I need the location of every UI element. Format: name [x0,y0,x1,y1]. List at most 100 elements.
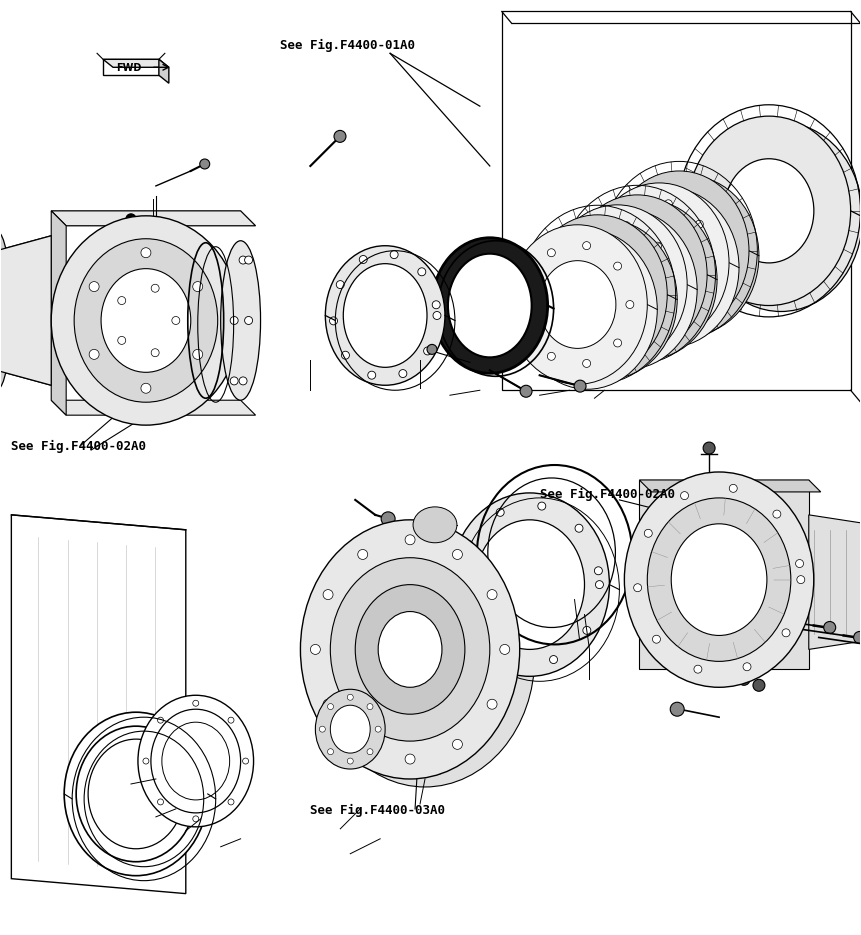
Circle shape [644,529,653,538]
Circle shape [452,740,462,749]
Circle shape [193,350,202,359]
Circle shape [520,385,532,397]
Circle shape [606,238,614,246]
Circle shape [239,377,247,385]
Circle shape [245,316,252,324]
Ellipse shape [590,183,729,342]
Circle shape [456,587,464,596]
Ellipse shape [315,689,385,769]
Ellipse shape [624,472,814,687]
Circle shape [243,758,249,764]
Circle shape [696,221,703,228]
Circle shape [606,280,614,287]
Text: See Fig.F4400-03A0: See Fig.F4400-03A0 [310,804,445,817]
Circle shape [452,550,462,559]
Circle shape [753,680,765,691]
Circle shape [465,540,474,549]
Circle shape [375,726,381,732]
Circle shape [596,581,604,589]
Circle shape [680,492,689,499]
Circle shape [623,222,630,230]
Circle shape [347,695,353,700]
Circle shape [330,317,338,324]
Ellipse shape [724,159,814,263]
Ellipse shape [331,557,490,741]
Circle shape [796,559,803,568]
Ellipse shape [528,215,667,374]
Ellipse shape [331,705,370,753]
Ellipse shape [220,240,261,400]
Circle shape [418,267,426,276]
Circle shape [575,525,583,532]
Circle shape [342,352,350,359]
Circle shape [773,511,781,518]
Circle shape [524,321,532,329]
Circle shape [126,214,136,223]
Circle shape [347,758,353,764]
Circle shape [152,349,159,356]
Circle shape [323,590,333,599]
Ellipse shape [0,231,11,390]
Circle shape [738,673,750,685]
Ellipse shape [517,230,657,389]
Circle shape [499,644,510,654]
Circle shape [666,280,673,289]
Circle shape [472,632,480,640]
Circle shape [357,740,368,749]
Text: See Fig.F4400-01A0: See Fig.F4400-01A0 [281,39,416,52]
Circle shape [359,255,368,264]
Circle shape [594,567,603,575]
Ellipse shape [537,220,678,380]
Circle shape [367,704,373,710]
Ellipse shape [559,251,635,338]
Ellipse shape [378,611,442,687]
Circle shape [143,758,149,764]
Polygon shape [159,59,169,83]
Circle shape [487,699,497,710]
Ellipse shape [672,524,767,636]
Circle shape [228,798,234,805]
Circle shape [152,284,159,293]
Ellipse shape [356,584,465,714]
Circle shape [729,484,737,493]
Polygon shape [103,59,169,67]
Ellipse shape [413,507,457,542]
Circle shape [548,249,555,257]
Circle shape [381,511,395,525]
Ellipse shape [599,188,739,348]
Circle shape [405,535,415,545]
Circle shape [524,280,532,288]
Circle shape [239,256,247,264]
Ellipse shape [300,520,520,779]
Ellipse shape [65,712,208,876]
Ellipse shape [699,122,861,311]
Circle shape [230,377,238,385]
Circle shape [405,754,415,764]
Ellipse shape [558,209,697,369]
Circle shape [694,665,702,673]
Ellipse shape [687,116,851,306]
Circle shape [200,159,210,169]
Circle shape [310,644,320,654]
Circle shape [193,816,199,822]
Polygon shape [640,480,821,492]
Circle shape [487,590,497,599]
Text: See Fig.F4400-02A0: See Fig.F4400-02A0 [11,440,146,453]
Ellipse shape [579,240,656,328]
Circle shape [432,301,440,309]
Ellipse shape [621,219,697,307]
Circle shape [653,242,661,251]
Ellipse shape [432,237,548,373]
Circle shape [193,281,202,292]
Circle shape [334,130,346,142]
Circle shape [564,301,573,309]
Text: See Fig.F4400-02A0: See Fig.F4400-02A0 [540,488,675,501]
Circle shape [587,333,595,340]
Polygon shape [51,400,256,415]
Circle shape [337,280,344,289]
Ellipse shape [619,176,759,336]
Ellipse shape [51,216,240,425]
Circle shape [90,350,99,359]
Circle shape [193,700,199,706]
Circle shape [653,635,660,643]
